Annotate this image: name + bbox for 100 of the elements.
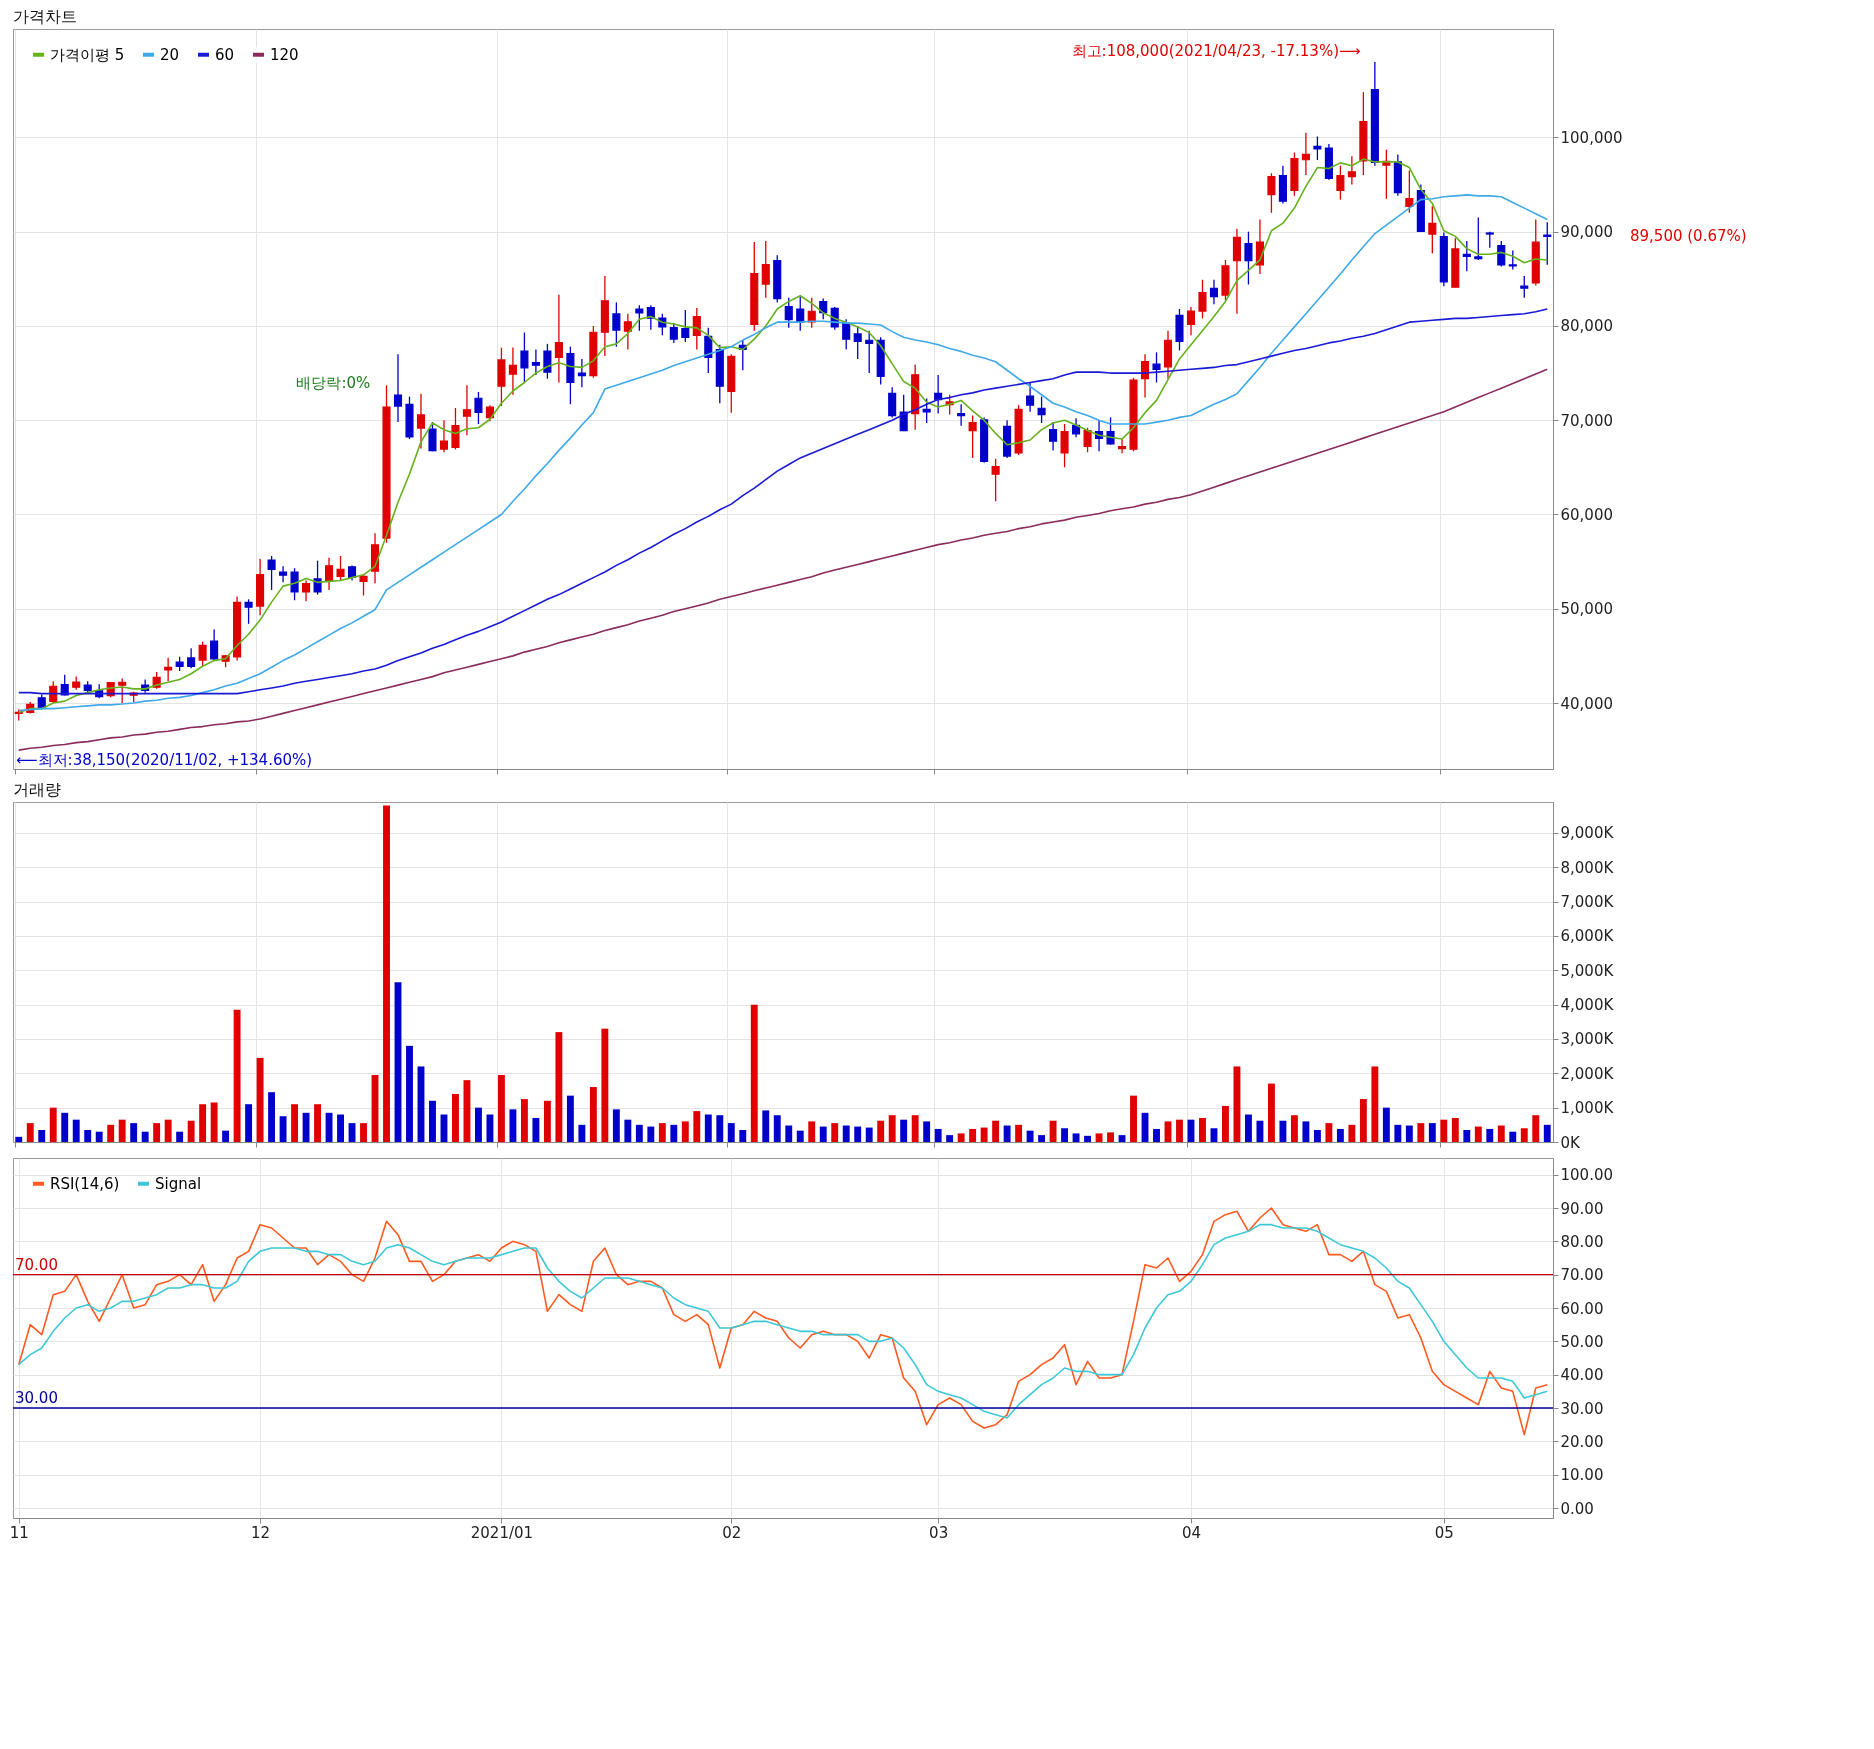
candlestick [692,307,701,351]
bar [509,1109,517,1142]
bar [566,1095,574,1142]
bar [72,1119,80,1142]
candlestick [187,647,196,669]
y-tick-label: 60.00 [1560,1299,1604,1318]
y-tick-label: 40,000 [1560,694,1613,713]
bar [383,805,390,1142]
candlestick [957,403,966,427]
bar [1336,1128,1344,1142]
candlestick [968,414,977,459]
bar [1107,1132,1114,1142]
x-tick-label: 12 [251,1523,271,1542]
bar [520,1099,528,1142]
bar [1417,1123,1425,1142]
bar [49,1107,57,1142]
candlestick [1255,218,1264,275]
candlestick [313,560,322,596]
bar [923,1121,931,1142]
bar [1428,1123,1436,1142]
bar [693,1111,701,1142]
candlestick [1428,205,1437,255]
candlestick [1313,135,1322,161]
bar [957,1133,965,1142]
text: 89,500 (0.67%) [1630,227,1747,246]
y-tick-label: 5,000K [1560,961,1615,980]
bar [118,1119,126,1142]
bar [946,1135,954,1142]
candlestick [118,677,127,704]
bar [1095,1133,1103,1142]
bar [245,1104,253,1142]
y-tick-label: 20.00 [1560,1432,1604,1451]
y-tick-label: 50.00 [1560,1332,1604,1351]
x-tick-label: 11 [9,1523,29,1542]
bar [877,1120,885,1142]
bar [1130,1095,1137,1142]
ref-line-label: 30.00 [15,1389,58,1407]
bar [1290,1115,1298,1142]
y-tick-label: 100,000 [1560,128,1623,147]
candlestick [474,391,483,425]
candlestick [60,674,69,697]
candlestick [1336,165,1345,201]
candlestick [784,297,793,329]
bar [302,1112,310,1142]
candlestick [302,579,311,602]
bar [337,1114,344,1142]
candlestick [842,318,851,351]
bar [1049,1120,1057,1142]
bar [475,1107,482,1142]
annotation: 배당락:0% [296,373,371,392]
legend-label: 20 [160,45,180,64]
bar [279,1116,287,1142]
candlestick [451,407,460,451]
candlestick [462,384,471,436]
bar [1382,1107,1390,1142]
bar [164,1119,172,1142]
annotation: ⟵최저:38,150(2020/11/02, +134.60%) [16,751,313,770]
bar [658,1123,666,1142]
candlestick [888,386,897,419]
bar [1256,1120,1264,1142]
bar [1176,1119,1183,1142]
candlestick [1267,172,1276,214]
bar [532,1117,540,1142]
bar [1061,1128,1069,1142]
candlestick [681,309,690,343]
bar [980,1127,988,1142]
candlestick [279,565,288,583]
bar [969,1128,977,1142]
candlestick [1474,216,1483,261]
bar [624,1119,632,1142]
bar [1153,1128,1160,1142]
candlestick [336,555,345,582]
bar [808,1121,816,1142]
bar [842,1125,850,1142]
y-tick-label: 30.00 [1560,1399,1604,1418]
candlestick [865,330,874,374]
bar [900,1119,908,1142]
bar [452,1093,459,1142]
bar [1026,1130,1034,1142]
candlestick [1049,421,1058,452]
bar [1371,1066,1379,1142]
bar [222,1130,230,1142]
bar [601,1028,609,1142]
bar [647,1126,655,1142]
bar [854,1126,862,1142]
y-tick-label: 80,000 [1560,317,1613,336]
candlestick [853,325,862,360]
bar [95,1131,103,1142]
y-tick-label: 2,000K [1560,1064,1615,1083]
candlestick [1232,228,1241,315]
chart-title: 가격차트 [13,7,77,26]
candlestick [244,598,253,625]
y-tick-label: 1,000K [1560,1099,1615,1118]
bar [360,1123,367,1142]
bar [865,1127,873,1142]
bar [727,1123,735,1142]
bar [704,1114,712,1142]
candlestick [1198,279,1207,320]
ref-line-label: 70.00 [15,1255,58,1274]
bar [497,1075,505,1142]
